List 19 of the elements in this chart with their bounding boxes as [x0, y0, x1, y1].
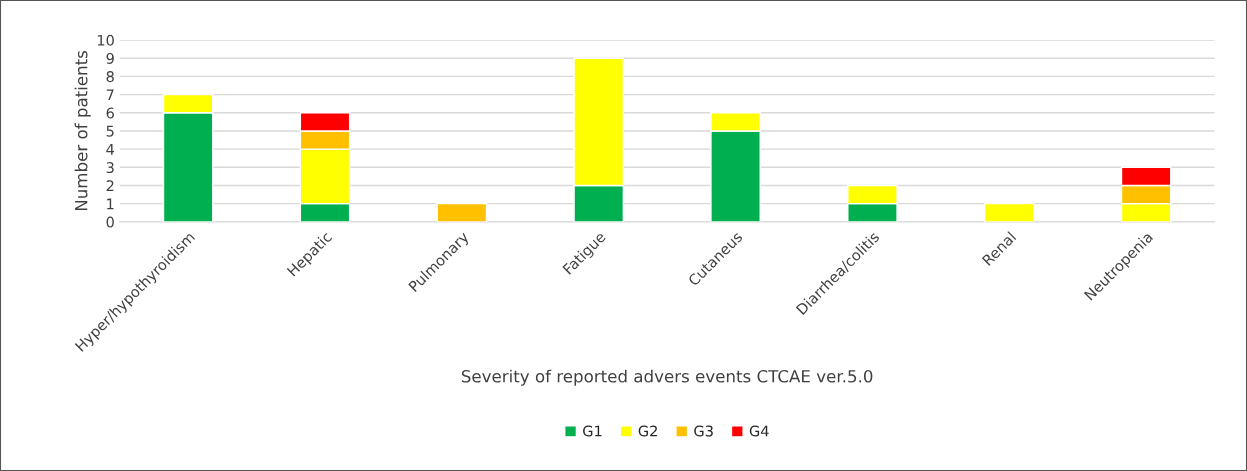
y-tick-label: 3: [106, 162, 114, 174]
y-axis-title: Number of patients: [74, 50, 91, 211]
y-tick-label: 7: [106, 89, 114, 101]
y-tick-label: 9: [106, 52, 114, 64]
bar: [436, 202, 488, 222]
y-tick-label: 2: [106, 180, 114, 192]
y-tick-label: 10: [97, 34, 114, 46]
y-tick-label: 4: [106, 144, 115, 155]
bar: [983, 202, 1035, 222]
y-tick-label: 1: [107, 198, 114, 210]
y-tick-label: 5: [106, 125, 114, 137]
x-axis-title: Severity of reported advers events CTCAE ver.5.0: [461, 369, 873, 386]
legend-label: G1: [583, 425, 602, 437]
y-tick-label: 6: [106, 107, 114, 119]
legend-label: G4: [749, 425, 769, 437]
legend-label: G2: [638, 425, 657, 437]
legend-label: G3: [694, 425, 713, 437]
y-tick-label: 8: [106, 71, 114, 83]
y-tick-label: 0: [106, 216, 114, 228]
